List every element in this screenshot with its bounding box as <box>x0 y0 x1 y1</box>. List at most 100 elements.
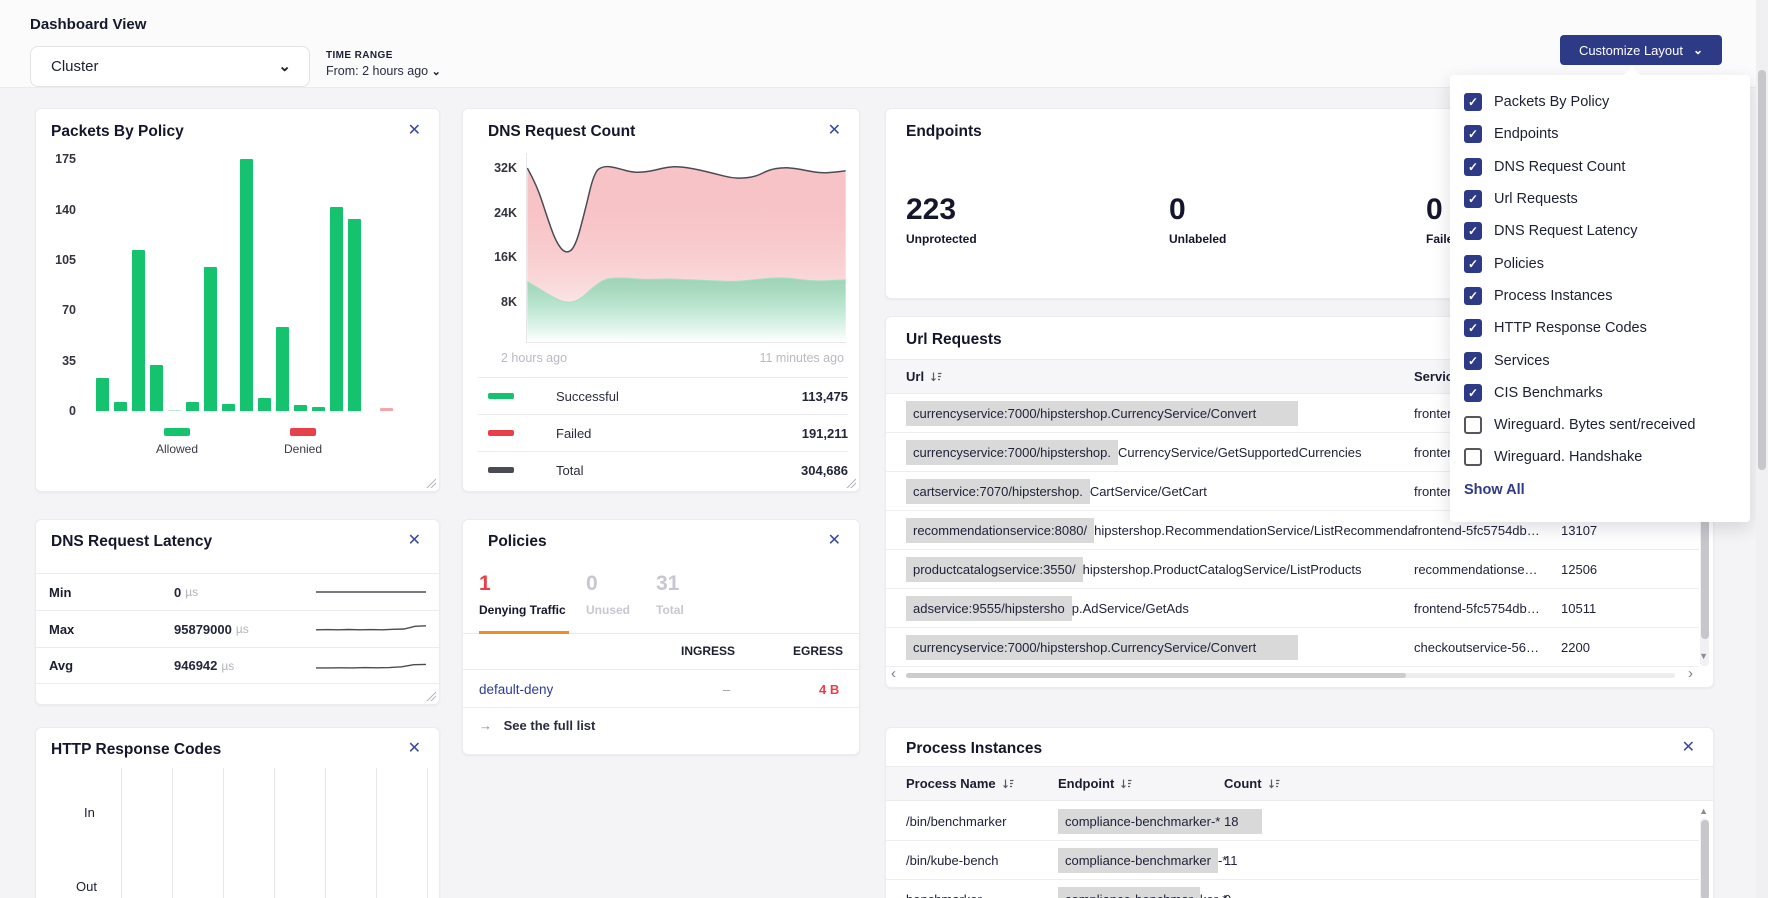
time-range: TIME RANGE From: 2 hours ago ⌄ <box>326 50 441 78</box>
scrollbar-thumb[interactable] <box>1701 519 1709 639</box>
panel-policies: Policies ✕ 1 Denying Traffic 0 Unused 31… <box>462 519 860 755</box>
stat-unlabeled: 0 Unlabeled <box>1169 195 1226 246</box>
column-header-ingress: INGRESS <box>681 644 735 658</box>
menu-item-dns-request-latency[interactable]: ✓ DNS Request Latency <box>1450 215 1750 247</box>
url-table-row: adservice:9555/hipstershop.AdService/Get… <box>886 589 1699 628</box>
allowed-bar <box>222 404 235 411</box>
latency-row-max: Max 95879000 µs <box>36 610 439 647</box>
show-all-link[interactable]: Show All <box>1464 482 1750 498</box>
resize-handle[interactable] <box>426 478 436 488</box>
panel-title: HTTP Response Codes <box>51 741 221 759</box>
url-table-row: currencyservice:7000/hipstershop.Currenc… <box>886 628 1699 667</box>
y-tick: 16K <box>477 250 517 264</box>
process-table-row: /bin/kube-bench compliance-benchmarker-*… <box>886 841 1699 880</box>
menu-item-http-response-codes[interactable]: ✓ HTTP Response Codes <box>1450 312 1750 344</box>
endpoint-cell: compliance-benchmarker-* <box>1058 841 1227 880</box>
time-range-value[interactable]: From: 2 hours ago ⌄ <box>326 64 441 78</box>
policy-link[interactable]: default-deny <box>479 670 553 709</box>
customize-layout-menu: ✓ Packets By Policy ✓ Endpoints ✓ DNS Re… <box>1450 75 1750 522</box>
checkbox[interactable]: ✓ <box>1464 158 1482 176</box>
packets-bars <box>96 159 401 411</box>
menu-item-wireguard-bytes[interactable]: ✓ Wireguard. Bytes sent/received <box>1450 409 1750 441</box>
column-header-count[interactable]: Count <box>1224 776 1280 791</box>
checkbox[interactable]: ✓ <box>1464 384 1482 402</box>
close-icon[interactable]: ✕ <box>408 741 421 757</box>
horizontal-scrollbar[interactable] <box>906 673 1675 678</box>
checkbox[interactable]: ✓ <box>1464 93 1482 111</box>
close-icon[interactable]: ✕ <box>828 123 841 139</box>
chevron-down-icon: ⌄ <box>432 66 441 78</box>
scrollbar-thumb[interactable] <box>906 673 1406 678</box>
scrollbar-thumb[interactable] <box>1701 820 1709 898</box>
tab-total[interactable]: 31 Total <box>656 573 684 617</box>
allowed-bar <box>204 267 217 411</box>
checkbox[interactable]: ✓ <box>1464 222 1482 240</box>
checkbox[interactable]: ✓ <box>1464 190 1482 208</box>
check-icon: ✓ <box>1468 386 1478 400</box>
panel-title: Process Instances <box>906 740 1042 758</box>
menu-item-packets-by-policy[interactable]: ✓ Packets By Policy <box>1450 86 1750 118</box>
x-axis-end-label: 11 minutes ago <box>759 351 844 365</box>
menu-item-url-requests[interactable]: ✓ Url Requests <box>1450 183 1750 215</box>
page-scrollbar[interactable] <box>1756 0 1768 898</box>
count-cell: 2200 <box>1561 628 1590 667</box>
checkbox[interactable]: ✓ <box>1464 255 1482 273</box>
column-header-endpoint[interactable]: Endpoint <box>1058 776 1132 791</box>
vertical-scrollbar[interactable] <box>1700 818 1709 898</box>
endpoint-chip: compliance-benchmarker <box>1058 848 1218 873</box>
menu-item-dns-request-count[interactable]: ✓ DNS Request Count <box>1450 151 1750 183</box>
close-icon[interactable]: ✕ <box>1682 740 1695 756</box>
resize-handle[interactable] <box>846 478 856 488</box>
checkbox[interactable]: ✓ <box>1464 416 1482 434</box>
scroll-left-icon[interactable]: ‹ <box>891 665 896 682</box>
column-header-url[interactable]: Url <box>906 369 942 384</box>
latency-row-avg: Avg 946942 µs <box>36 647 439 684</box>
process-name-cell: benchmarker <box>906 880 982 898</box>
view-select[interactable]: Cluster ⌄ <box>30 46 310 87</box>
menu-item-process-instances[interactable]: ✓ Process Instances <box>1450 280 1750 312</box>
process-name-cell: /bin/kube-bench <box>906 841 999 880</box>
allowed-bar <box>240 159 253 411</box>
y-tick: 35 <box>42 354 76 368</box>
check-icon: ✓ <box>1468 289 1478 303</box>
tab-unused[interactable]: 0 Unused <box>586 573 630 617</box>
close-icon[interactable]: ✕ <box>828 533 841 549</box>
total-swatch <box>488 467 514 473</box>
legend-row-failed: Failed 191,211 <box>478 414 848 451</box>
scroll-up-icon[interactable]: ▲ <box>1699 806 1708 816</box>
checkbox[interactable]: ✓ <box>1464 352 1482 370</box>
check-icon: ✓ <box>1468 354 1478 368</box>
dns-area-chart <box>526 153 846 343</box>
check-icon: ✓ <box>1468 127 1478 141</box>
count-cell: 10511 <box>1561 589 1596 628</box>
panel-dns-request-count: DNS Request Count ✕ 32K 24K 16K 8K 2 hou… <box>462 108 860 492</box>
resize-handle[interactable] <box>426 691 436 701</box>
avg-sparkline <box>316 658 426 674</box>
checkbox[interactable]: ✓ <box>1464 287 1482 305</box>
sort-icon <box>1268 778 1280 790</box>
y-tick: 140 <box>42 203 76 217</box>
see-full-list-link[interactable]: → See the full list <box>479 718 595 733</box>
chevron-down-icon: ⌄ <box>278 59 291 74</box>
checkbox[interactable]: ✓ <box>1464 448 1482 466</box>
count-cell: 9 <box>1224 880 1231 898</box>
url-chip: productcatalogservice:3550/ <box>906 557 1083 582</box>
checkbox[interactable]: ✓ <box>1464 319 1482 337</box>
scroll-right-icon[interactable]: › <box>1688 665 1693 682</box>
customize-layout-button[interactable]: Customize Layout ⌄ <box>1560 35 1722 65</box>
menu-item-policies[interactable]: ✓ Policies <box>1450 247 1750 279</box>
menu-item-wireguard-handshake[interactable]: ✓ Wireguard. Handshake <box>1450 441 1750 473</box>
menu-item-cis-benchmarks[interactable]: ✓ CIS Benchmarks <box>1450 377 1750 409</box>
column-header-process-name[interactable]: Process Name <box>906 776 1014 791</box>
legend-denied: Denied <box>284 428 322 456</box>
scrollbar-thumb[interactable] <box>1758 70 1766 470</box>
checkbox[interactable]: ✓ <box>1464 125 1482 143</box>
check-icon: ✓ <box>1468 160 1478 174</box>
menu-item-services[interactable]: ✓ Services <box>1450 344 1750 376</box>
close-icon[interactable]: ✕ <box>408 533 421 549</box>
menu-item-endpoints[interactable]: ✓ Endpoints <box>1450 118 1750 150</box>
scroll-down-icon[interactable]: ▼ <box>1699 651 1708 661</box>
close-icon[interactable]: ✕ <box>408 123 421 139</box>
ingress-value: – <box>723 670 730 709</box>
tab-denying-traffic[interactable]: 1 Denying Traffic <box>479 573 566 617</box>
